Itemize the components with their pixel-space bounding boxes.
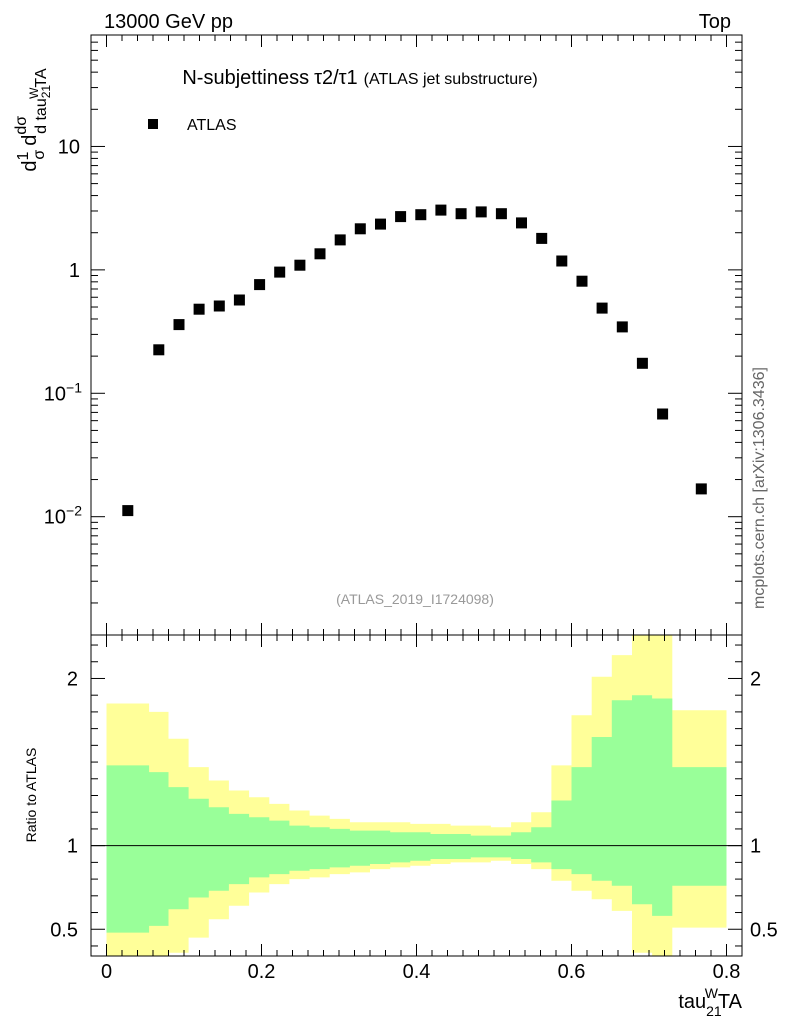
plot-title: N-subjettiness τ2/τ1 (ATLAS jet substructu…	[182, 67, 537, 89]
dynamic-layer: 0 0.2 0.4 0.6 0.8 10 1 10−1 10−2 0.5 0.5 1 1 2 2	[44, 34, 778, 983]
data-point	[395, 211, 407, 223]
ratio-y-tick-label: 0.5	[50, 919, 78, 941]
data-point	[122, 505, 134, 517]
beam-label: 13000 GeV pp	[104, 11, 233, 33]
main-y-tick-label: 10−2	[44, 503, 82, 529]
data-point	[294, 259, 306, 271]
data-point	[636, 357, 648, 369]
data-point	[415, 209, 427, 221]
x-tick-label: 0.4	[403, 961, 431, 983]
data-point	[596, 302, 608, 314]
ratio-y-tick-label: 2	[67, 668, 78, 690]
x-tick-label: 0.6	[558, 961, 586, 983]
data-point	[657, 408, 669, 420]
x-axis-label: tau21WTA	[678, 985, 742, 1019]
data-point	[695, 483, 707, 495]
data-point	[516, 217, 527, 229]
ratio-y-tick-label-right: 2	[750, 668, 761, 690]
data-point	[576, 275, 588, 287]
data-point	[354, 223, 366, 235]
main-y-tick-label: 1	[69, 260, 80, 282]
x-tick-label: 0	[101, 961, 112, 983]
ratio-y-tick-label-right: 1	[750, 836, 761, 858]
plot-title-main: N-subjettiness	[182, 67, 309, 89]
ratio-y-tick-label-right: 0.5	[750, 919, 778, 941]
legend-marker-atlas	[148, 119, 158, 129]
ratio-y-tick-label: 1	[67, 836, 78, 858]
analysis-reference: (ATLAS_2019_I1724098)	[336, 591, 494, 607]
mcplots-credit: mcplots.cern.ch [arXiv:1306.3436]	[751, 367, 768, 609]
main-y-axis-label: d1σddσ d tau21WTA	[13, 68, 53, 172]
data-point	[254, 279, 266, 291]
data-point	[274, 266, 286, 278]
plot-title-note: (ATLAS jet substructure)	[364, 71, 538, 88]
data-point	[213, 300, 225, 312]
x-tick-label: 0.8	[713, 961, 741, 983]
data-point	[193, 303, 205, 315]
data-point	[495, 208, 507, 220]
data-point	[616, 321, 628, 333]
legend-label-atlas: ATLAS	[187, 117, 237, 134]
main-y-tick-label: 10−1	[44, 379, 82, 405]
data-point	[314, 248, 326, 260]
data-point	[334, 234, 346, 246]
data-point	[475, 206, 487, 218]
process-label: Top	[699, 11, 731, 33]
main-y-tick-label: 10	[58, 136, 80, 158]
data-point	[536, 232, 548, 244]
ratio-y-axis-label: Ratio to ATLAS	[23, 748, 39, 843]
data-point	[455, 208, 467, 220]
data-point	[153, 344, 165, 356]
x-tick-label: 0.2	[248, 961, 276, 983]
data-point	[173, 319, 185, 331]
data-point	[435, 204, 447, 216]
data-point	[556, 255, 568, 267]
ratio-band-stat	[106, 695, 727, 933]
data-point	[233, 294, 245, 306]
plot-title-formula: τ2/τ1	[314, 67, 358, 89]
data-point	[375, 218, 386, 230]
